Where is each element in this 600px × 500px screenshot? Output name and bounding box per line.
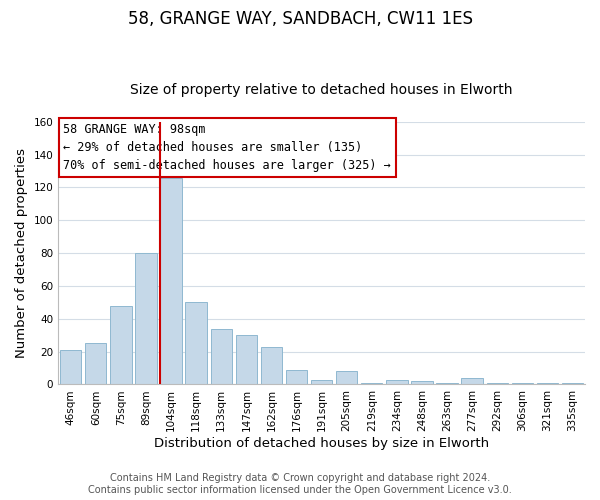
Text: 58 GRANGE WAY: 98sqm
← 29% of detached houses are smaller (135)
70% of semi-deta: 58 GRANGE WAY: 98sqm ← 29% of detached h… bbox=[64, 123, 391, 172]
Bar bbox=[562, 383, 583, 384]
Bar bbox=[411, 381, 433, 384]
Bar bbox=[286, 370, 307, 384]
Bar bbox=[236, 335, 257, 384]
Bar bbox=[512, 383, 533, 384]
Bar bbox=[436, 383, 458, 384]
Bar bbox=[60, 350, 82, 384]
X-axis label: Distribution of detached houses by size in Elworth: Distribution of detached houses by size … bbox=[154, 437, 489, 450]
Y-axis label: Number of detached properties: Number of detached properties bbox=[15, 148, 28, 358]
Text: 58, GRANGE WAY, SANDBACH, CW11 1ES: 58, GRANGE WAY, SANDBACH, CW11 1ES bbox=[128, 10, 473, 28]
Bar bbox=[160, 178, 182, 384]
Bar bbox=[211, 328, 232, 384]
Bar bbox=[85, 344, 106, 384]
Title: Size of property relative to detached houses in Elworth: Size of property relative to detached ho… bbox=[130, 83, 513, 97]
Bar bbox=[336, 372, 358, 384]
Bar bbox=[311, 380, 332, 384]
Text: Contains HM Land Registry data © Crown copyright and database right 2024.
Contai: Contains HM Land Registry data © Crown c… bbox=[88, 474, 512, 495]
Bar bbox=[361, 383, 382, 384]
Bar bbox=[461, 378, 483, 384]
Bar bbox=[487, 383, 508, 384]
Bar bbox=[110, 306, 131, 384]
Bar bbox=[136, 253, 157, 384]
Bar bbox=[261, 346, 282, 385]
Bar bbox=[537, 383, 558, 384]
Bar bbox=[185, 302, 207, 384]
Bar bbox=[386, 380, 407, 384]
